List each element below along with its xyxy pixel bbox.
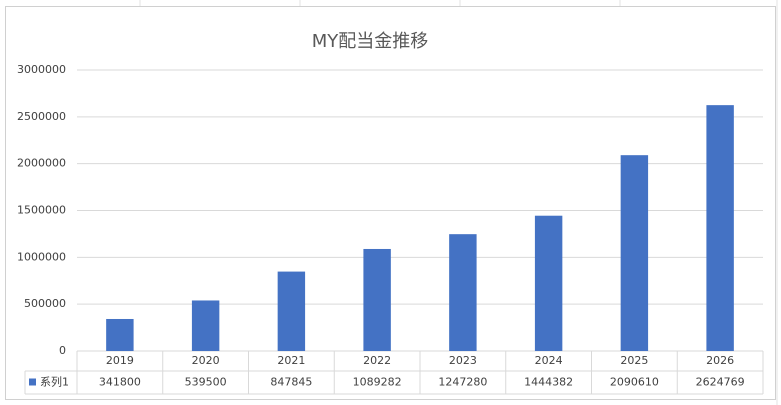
table-value: 1444382 (524, 376, 573, 389)
bar (106, 318, 134, 351)
y-tick-label: 0 (59, 344, 66, 357)
x-tick-label: 2025 (620, 354, 648, 367)
bar (363, 248, 391, 351)
y-tick-label: 1500000 (17, 204, 66, 217)
sheet-grid (139, 0, 778, 405)
y-tick-label: 1000000 (17, 250, 66, 263)
x-tick-label: 2021 (277, 354, 305, 367)
chart-title: MY配当金推移 (312, 31, 429, 52)
x-tick-label: 2023 (449, 354, 477, 367)
x-tick-label: 2019 (106, 354, 134, 367)
table-value: 1247280 (438, 376, 487, 389)
bar (534, 215, 563, 351)
y-tick-label: 2500000 (17, 110, 66, 123)
table-value: 341800 (99, 376, 141, 389)
table-value: 2624769 (696, 376, 745, 389)
y-tick-label: 2000000 (17, 157, 66, 170)
x-tick-label: 2020 (192, 354, 220, 367)
bar (191, 300, 220, 351)
y-tick-label: 3000000 (17, 63, 66, 76)
bar (277, 271, 306, 351)
bar (620, 155, 649, 351)
bar (706, 105, 734, 351)
table-value: 847845 (270, 376, 312, 389)
bar (449, 234, 477, 351)
x-tick-label: 2024 (535, 354, 563, 367)
legend-key (29, 378, 36, 386)
x-tick-label: 2026 (706, 354, 734, 367)
y-tick-label: 500000 (24, 297, 66, 310)
table-value: 539500 (185, 376, 227, 389)
table-value: 1089282 (353, 376, 402, 389)
legend-label: 系列1 (40, 375, 69, 389)
table-value: 2090610 (610, 376, 659, 389)
x-tick-label: 2022 (363, 354, 391, 367)
